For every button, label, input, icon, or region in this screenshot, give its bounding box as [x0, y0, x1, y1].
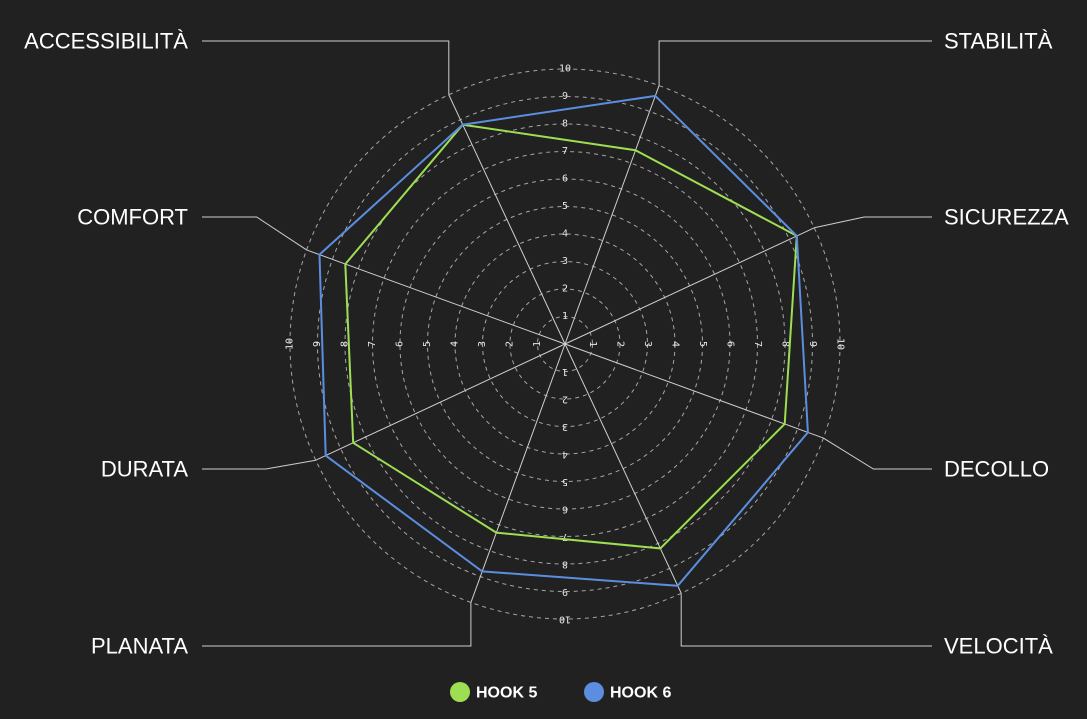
- tick-label: 2: [615, 341, 626, 347]
- axis-label: PLANATA: [91, 634, 188, 659]
- tick-label: 1: [562, 366, 568, 377]
- tick-label: 10: [559, 64, 571, 75]
- tick-label: 6: [562, 174, 568, 185]
- grid-ring: [454, 233, 676, 455]
- legend-label: HOOK 5: [476, 685, 537, 702]
- tick-label: 8: [562, 559, 568, 570]
- axis-label: ACCESSIBILITÀ: [24, 29, 188, 54]
- axis-spoke: [315, 343, 566, 461]
- tick-label: 3: [562, 256, 568, 267]
- tick-label: 5: [562, 476, 568, 487]
- tick-label: 6: [395, 341, 406, 347]
- tick-label: 4: [562, 449, 568, 460]
- tick-label: 1: [587, 341, 598, 347]
- legend-label: HOOK 6: [610, 685, 671, 702]
- leader-line: [202, 459, 316, 470]
- axis-spoke: [564, 85, 660, 345]
- grid-ring: [427, 206, 703, 482]
- axis-spoke: [306, 249, 566, 345]
- legend-swatch: [584, 682, 604, 702]
- axis-spoke: [448, 94, 566, 345]
- leader-line: [202, 40, 450, 95]
- leader-line: [202, 602, 472, 647]
- tick-label: 1: [562, 311, 568, 322]
- legend-swatch: [450, 682, 470, 702]
- tick-label: 4: [450, 341, 461, 347]
- series-polygon-1: [344, 123, 798, 550]
- tick-label: 2: [562, 284, 568, 295]
- axis-label: SICUREZZA: [944, 205, 1069, 230]
- tick-label: 10: [835, 338, 846, 350]
- tick-label: 5: [697, 341, 708, 347]
- series-polygon-2: [318, 94, 809, 587]
- tick-label: 7: [752, 341, 763, 347]
- tick-label: 9: [562, 586, 568, 597]
- grid-ring: [289, 68, 841, 620]
- tick-label: 8: [340, 341, 351, 347]
- tick-label: 6: [562, 504, 568, 515]
- tick-label: 4: [562, 229, 568, 240]
- axis-spoke: [564, 343, 824, 439]
- legend-item: HOOK 6: [584, 682, 671, 702]
- axis-spoke: [470, 343, 566, 603]
- tick-label: 7: [562, 146, 568, 157]
- grid-ring: [317, 96, 813, 592]
- axis-label: STABILITÀ: [944, 29, 1053, 54]
- tick-label: 8: [780, 341, 791, 347]
- grid-ring: [372, 151, 758, 537]
- tick-label: 2: [505, 341, 516, 347]
- axis-spoke: [564, 227, 815, 345]
- tick-label: 10: [559, 614, 571, 625]
- tick-label: 6: [725, 341, 736, 347]
- tick-label: 9: [807, 341, 818, 347]
- axis-label: DECOLLO: [944, 457, 1049, 482]
- tick-label: 1: [532, 341, 543, 347]
- tick-label: 9: [312, 341, 323, 347]
- grid-ring: [482, 261, 648, 427]
- legend-item: HOOK 5: [450, 682, 537, 702]
- tick-label: 4: [670, 341, 681, 347]
- tick-label: 5: [562, 201, 568, 212]
- grid-ring: [344, 123, 786, 565]
- tick-label: 5: [422, 341, 433, 347]
- axis-spoke: [564, 343, 682, 594]
- axis-label: COMFORT: [77, 205, 188, 230]
- axis-label: VELOCITÀ: [944, 634, 1053, 659]
- tick-label: 8: [562, 119, 568, 130]
- tick-label: 7: [562, 531, 568, 542]
- tick-label: 3: [477, 341, 488, 347]
- leader-line: [658, 40, 932, 86]
- grid-ring: [399, 178, 731, 510]
- leader-line: [202, 216, 307, 251]
- leader-line: [823, 437, 932, 470]
- tick-label: 2: [562, 394, 568, 405]
- leader-line: [814, 216, 932, 229]
- tick-label: 9: [562, 91, 568, 102]
- tick-label: 10: [285, 338, 296, 350]
- grid-ring: [509, 288, 621, 400]
- leader-line: [680, 593, 932, 647]
- tick-label: 7: [367, 341, 378, 347]
- tick-label: 3: [562, 421, 568, 432]
- tick-label: 3: [642, 341, 653, 347]
- axis-label: DURATA: [101, 457, 189, 482]
- grid-ring: [537, 316, 593, 372]
